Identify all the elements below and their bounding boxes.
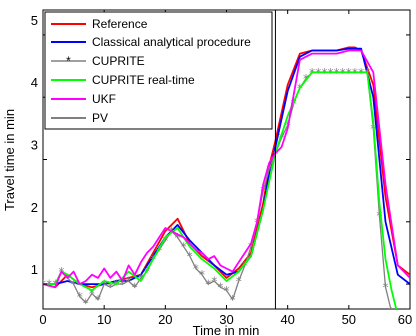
series-point-cuprite: *	[395, 309, 401, 323]
series-point-cuprite: *	[260, 184, 266, 198]
series-point-cuprite: *	[126, 275, 132, 289]
legend: Reference Classical analytical procedure…	[44, 11, 273, 130]
x-tick-label-10: 10	[97, 312, 111, 327]
series-point-cuprite: *	[376, 209, 382, 223]
series-point-cuprite: *	[389, 306, 395, 320]
series-point-cuprite: *	[199, 268, 205, 282]
series-point-cuprite: *	[162, 234, 168, 248]
series-point-cuprite: *	[217, 281, 223, 295]
series-point-cuprite: *	[144, 265, 150, 279]
series-line-ukf	[43, 49, 410, 289]
series-point-cuprite: *	[77, 290, 83, 304]
series-point-cuprite: *	[175, 231, 181, 245]
legend-entry-cuprite-rt: CUPRITE real-time	[51, 73, 195, 87]
x-axis-label: Time in min	[193, 323, 260, 336]
legend-entry-classical: Classical analytical procedure	[51, 35, 251, 49]
series-point-cuprite: *	[89, 287, 95, 301]
tick-layer	[42, 10, 411, 309]
y-tick-label-1: 1	[31, 262, 38, 277]
legend-entry-reference: Reference	[51, 17, 148, 31]
series-point-cuprite: *	[187, 250, 193, 264]
y-tick-label-2: 2	[31, 200, 38, 215]
series-point-cuprite: *	[248, 240, 254, 254]
series-point-cuprite: *	[138, 271, 144, 285]
series-point-cuprite: *	[230, 293, 236, 307]
series-line-cuprite-real-time	[43, 71, 398, 309]
x-tick-label-50: 50	[342, 312, 356, 327]
legend-box	[44, 11, 273, 130]
x-tick-labels: 0 10 20 30 40 50 60	[39, 312, 412, 327]
series-point-cuprite: *	[236, 275, 242, 289]
series-point-cuprite: *	[383, 281, 389, 295]
series-point-cuprite: *	[71, 278, 77, 292]
series-layer: * * ** * ** ** ** * * * * ** ***** **** ** * * **********…	[43, 46, 413, 323]
series-point-cuprite: *	[407, 306, 413, 320]
y-tick-label-3: 3	[31, 138, 38, 153]
y-tick-label-5: 5	[31, 13, 38, 28]
legend-label-classical: Classical analytical procedure	[92, 35, 251, 49]
series-point-cuprite: *	[156, 243, 162, 257]
series-point-cuprite: *	[181, 240, 187, 254]
y-tick-label-4: 4	[31, 75, 38, 90]
series-point-cuprite: *	[101, 278, 107, 292]
series-point-cuprite: *	[266, 162, 272, 176]
series-point-cuprite: *	[132, 281, 138, 295]
legend-entry-ukf: UKF	[51, 92, 116, 106]
legend-label-ukf: UKF	[92, 92, 116, 106]
x-tick-label-60: 60	[398, 312, 412, 327]
x-tick-label-20: 20	[158, 312, 172, 327]
series-point-cuprite: *	[193, 262, 199, 276]
x-tick-label-0: 0	[39, 312, 46, 327]
series-point-cuprite: *	[95, 293, 101, 307]
legend-label-cuprite: CUPRITE	[92, 54, 145, 68]
legend-entry-cuprite: * CUPRITE	[51, 54, 145, 68]
y-tick-labels: 1 2 3 4 5	[31, 13, 38, 277]
series-point-cuprite: *	[107, 281, 113, 295]
legend-marker-cuprite: *	[66, 54, 71, 68]
series-point-cuprite: *	[224, 284, 230, 298]
legend-label-cuprite-rt: CUPRITE real-time	[92, 73, 195, 87]
series-point-cuprite: *	[83, 296, 89, 310]
x-tick-label-40: 40	[280, 312, 294, 327]
legend-label-pv: PV	[92, 111, 108, 125]
series-point-cuprite: *	[211, 275, 217, 289]
series-point-cuprite: *	[205, 278, 211, 292]
series-point-cuprite: *	[120, 278, 126, 292]
x-tick-label-30: 30	[219, 312, 233, 327]
legend-entry-pv: PV	[51, 111, 108, 125]
legend-label-reference: Reference	[92, 17, 148, 31]
series-point-cuprite: *	[279, 131, 285, 145]
series-point-cuprite: *	[242, 259, 248, 273]
y-axis-label: Travel time in min	[2, 109, 17, 211]
series-point-cuprite: *	[401, 309, 407, 323]
